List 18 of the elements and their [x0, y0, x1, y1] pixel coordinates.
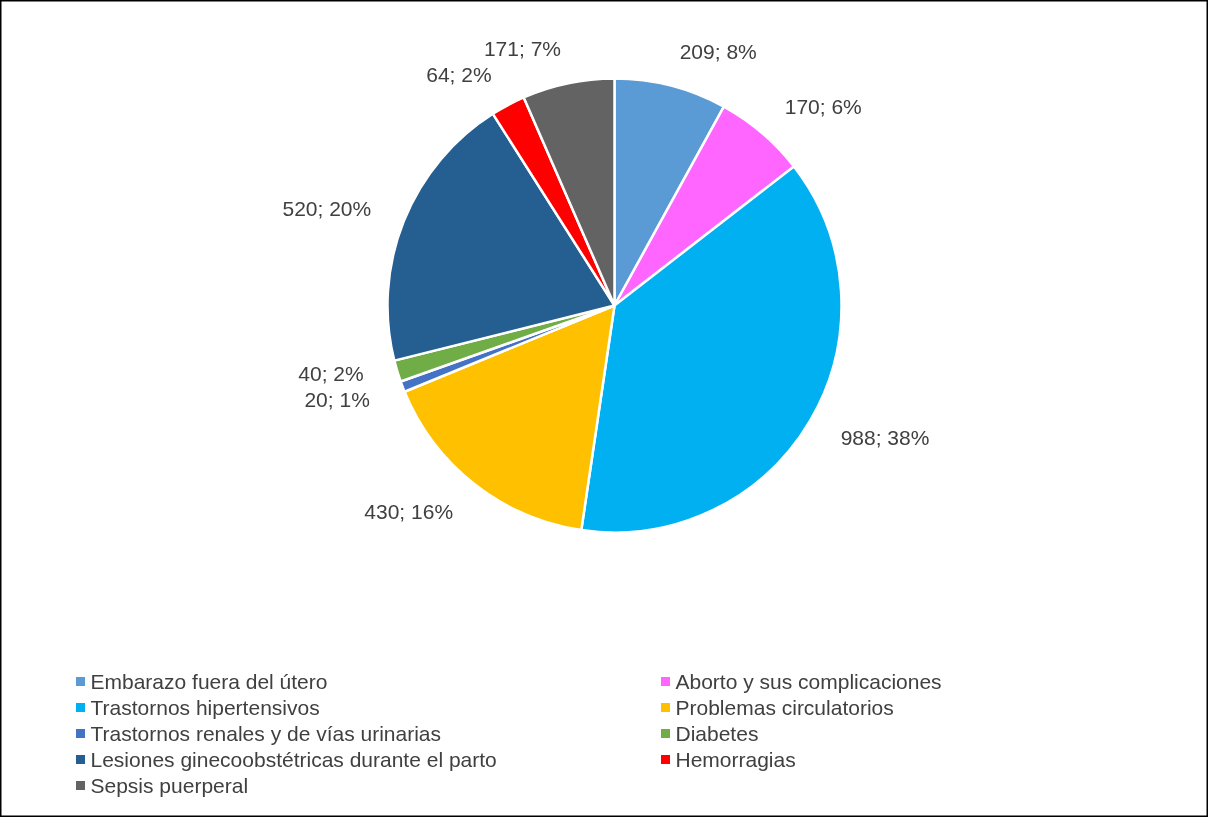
legend-label: Problemas circulatorios	[675, 696, 894, 719]
data-label: 988; 38%	[840, 426, 930, 450]
legend-label: Diabetes	[675, 722, 759, 745]
legend-label: Hemorragias	[675, 748, 796, 771]
legend-label: Embarazo fuera del útero	[90, 670, 328, 693]
legend-label: Trastornos hipertensivos	[90, 696, 320, 719]
legend-label: Trastornos renales y de vías urinarias	[90, 722, 442, 745]
data-label: 170; 6%	[784, 94, 862, 118]
legend-label: Sepsis puerperal	[90, 774, 249, 797]
data-label: 64; 2%	[426, 62, 492, 86]
data-label: 171; 7%	[483, 36, 561, 60]
legend-label: Lesiones ginecoobstétricas durante el parto	[90, 748, 497, 771]
data-label: 209; 8%	[679, 40, 757, 64]
data-label: 430; 16%	[364, 500, 454, 524]
data-label: 520; 20%	[282, 196, 372, 220]
data-label: 20; 1%	[304, 387, 370, 411]
legend-label: Aborto y sus complicaciones	[675, 670, 942, 693]
data-label: 40; 2%	[298, 361, 364, 385]
